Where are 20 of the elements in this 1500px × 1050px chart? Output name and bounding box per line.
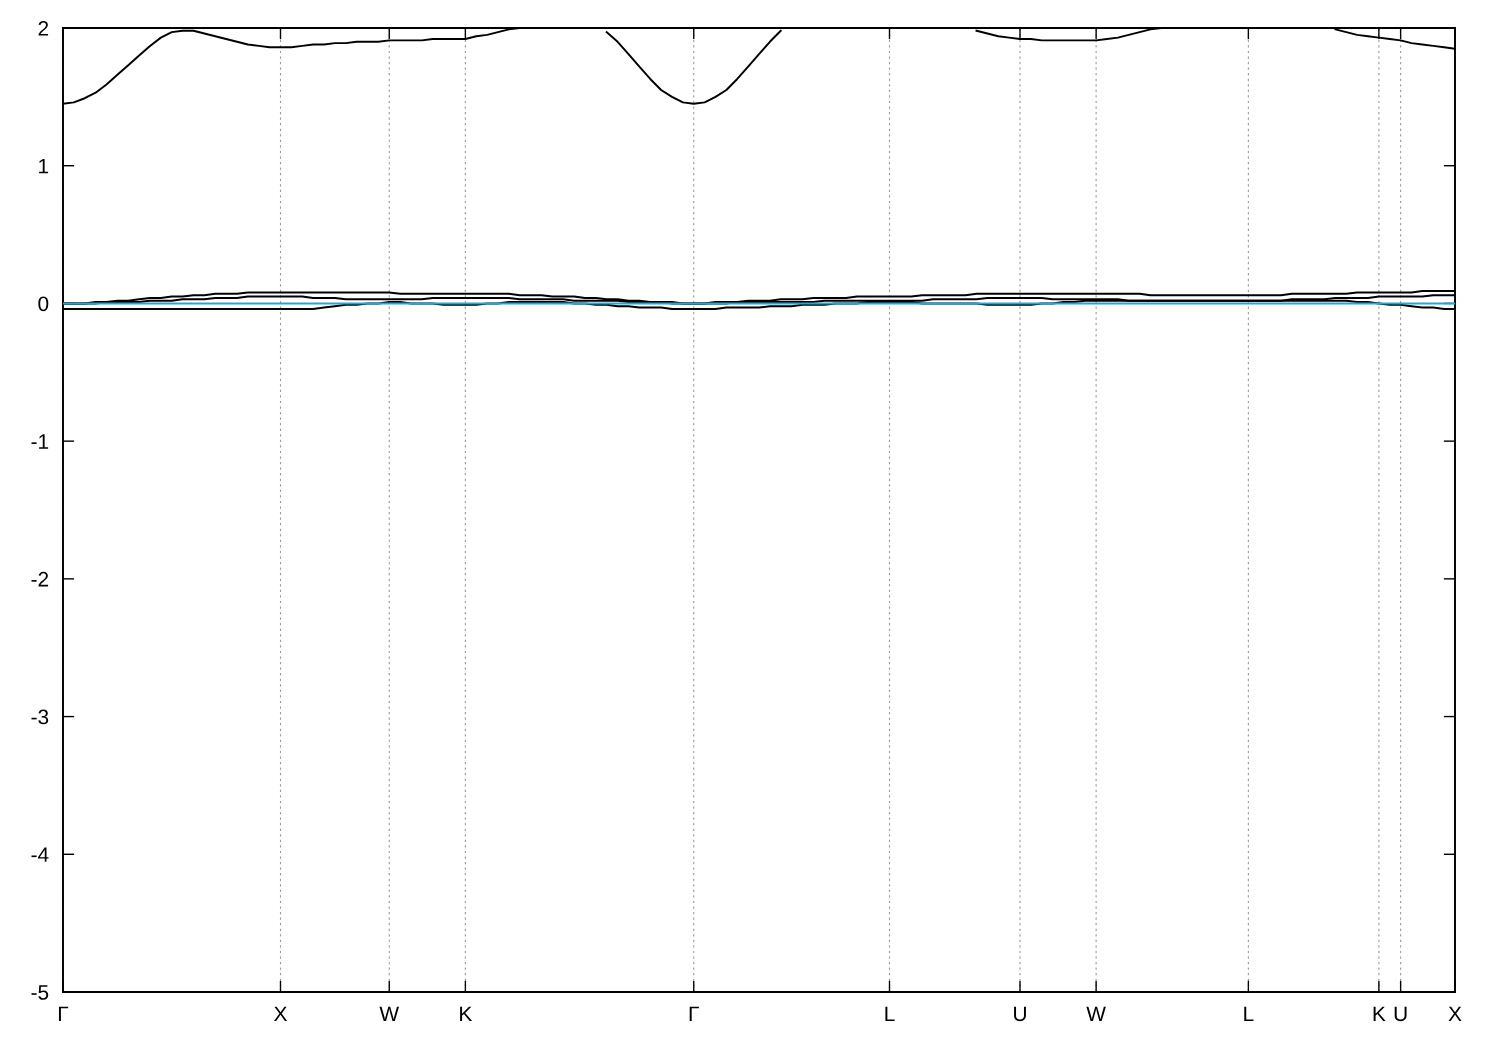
y-tick-label: -2	[31, 571, 49, 587]
x-tick-label: W	[379, 1006, 400, 1021]
y-tick-label: 2	[38, 21, 49, 36]
x-tick-label: Γ	[689, 1006, 699, 1021]
y-tick-label: -4	[31, 847, 49, 862]
y-tick-label: -1	[31, 434, 49, 449]
x-tick-label: X	[274, 1006, 288, 1021]
x-tick-label: U	[1394, 1006, 1407, 1022]
x-tick-label: K	[460, 1006, 473, 1021]
x-tick-label: K	[1373, 1006, 1386, 1021]
x-tick-label: X	[1448, 1006, 1462, 1021]
y-tick-label: 0	[38, 296, 49, 312]
x-tick-label: L	[1244, 1006, 1254, 1021]
y-tick-label: 1	[39, 158, 49, 174]
x-tick-label: L	[885, 1006, 895, 1021]
x-tick-label: W	[1086, 1006, 1106, 1021]
y-tick-label: -5	[31, 985, 49, 1000]
x-tick-label: U	[1014, 1006, 1026, 1022]
y-tick-label: -3	[31, 709, 49, 725]
x-tick-label: Γ	[58, 1006, 69, 1021]
